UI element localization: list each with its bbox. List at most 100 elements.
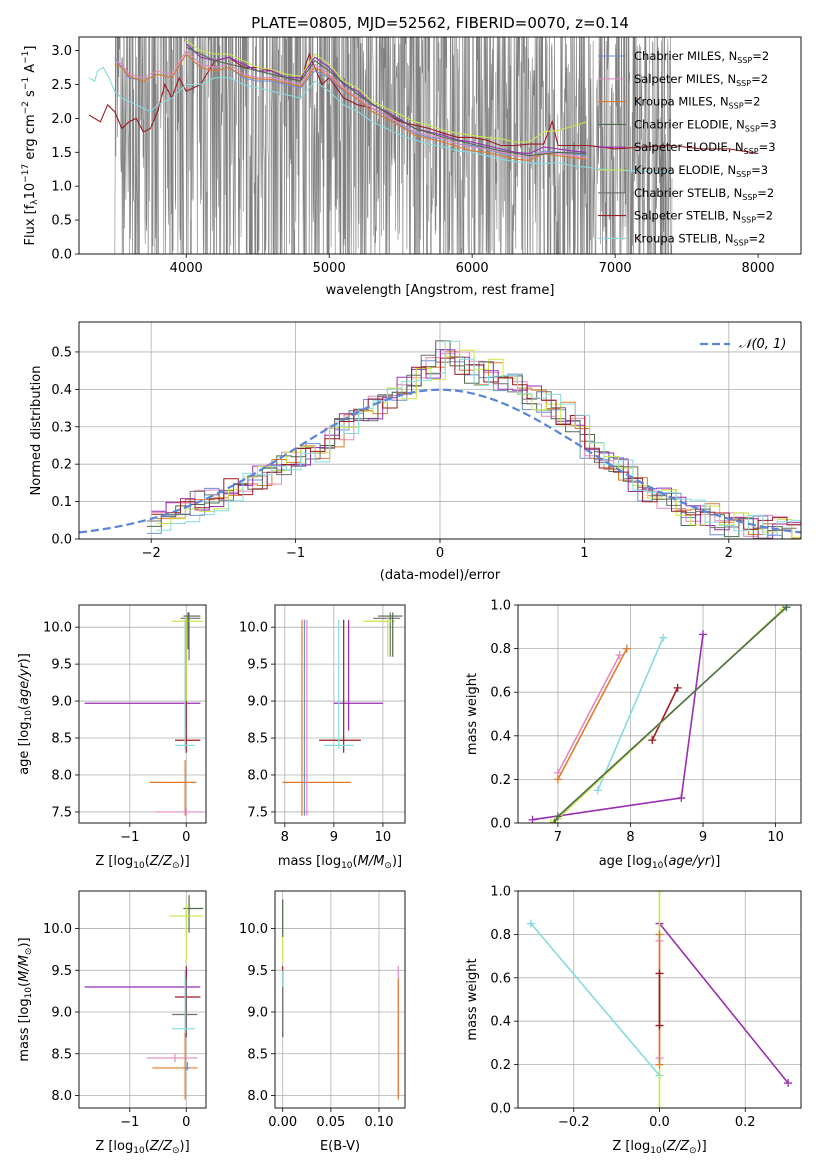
x-tick-label: 4000: [170, 261, 203, 276]
legend-entry: Salpeter ELODIE, NSSP=3: [634, 140, 776, 156]
errorbar-point: [185, 1062, 190, 1071]
x-tick-label: 10: [767, 830, 784, 845]
x-tick-label: 2: [725, 546, 733, 561]
label-part: 10: [652, 861, 664, 871]
weight-line: [557, 648, 628, 780]
legend-sub: SSP: [736, 79, 751, 88]
legend-entry: Salpeter MILES, NSSP=2: [634, 72, 768, 88]
legend-entry: Chabrier ELODIE, NSSP=3: [634, 117, 777, 133]
legend-text: Salpeter MILES, N: [634, 72, 736, 86]
label-part: A: [23, 64, 38, 77]
errorbar-point: [303, 619, 306, 816]
y-tick-label: 2.0: [51, 112, 72, 127]
label-part: M/M: [358, 854, 385, 869]
y-tick-label: 8.5: [247, 732, 268, 747]
axis-label: mass [log10(M/M⊙)]: [278, 854, 402, 871]
y-tick-label: 0.0: [490, 817, 511, 832]
legend-sub: SSP: [745, 124, 760, 133]
plus-marker: [546, 819, 555, 823]
errorbar-point: [84, 619, 201, 731]
label-part: (: [17, 705, 32, 710]
x-tick-label: 0.2: [735, 1115, 756, 1130]
weight-line: [651, 687, 679, 741]
errorbar-point: [84, 970, 201, 1013]
plus-marker: [677, 793, 686, 802]
y-tick-label: 8.0: [247, 768, 268, 783]
y-tick-label: 0.4: [490, 1015, 511, 1030]
x-axis-label: wavelength [Angstrom, rest frame]: [326, 283, 555, 298]
x-tick-label: 0.00: [268, 1115, 297, 1130]
label-part: 10: [341, 861, 353, 871]
histogram-step-line: [156, 340, 801, 535]
x-axis-label: (data-model)/error: [380, 568, 501, 583]
y-tick-label: 0.2: [51, 458, 72, 473]
model-line-chabrier-elodie: [185, 46, 587, 157]
histogram-step-line: [146, 354, 797, 539]
legend-suffix: =2: [756, 209, 773, 223]
y-axis-label: mass weight: [465, 673, 480, 755]
axes-frame: [78, 890, 207, 1109]
label-part: mass [log: [17, 998, 32, 1061]
plus-marker: [593, 786, 602, 795]
z-mass-chart: −1 08.08.59.09.510.0Z [log10(Z/Z⊙)]mass […: [17, 890, 207, 1156]
errorbar-point: [333, 619, 383, 731]
label-part: λ: [30, 199, 40, 205]
legend-suffix: =3: [759, 140, 776, 154]
label-part: −1: [21, 51, 31, 64]
x-tick-label: 9: [330, 830, 338, 845]
y-tick-label: 0.1: [51, 495, 72, 510]
y-tick-label: 0.6: [490, 686, 511, 701]
plus-marker: [655, 1060, 664, 1069]
plus-marker: [673, 683, 682, 692]
errorbar-point: [324, 619, 354, 750]
plus-marker: [655, 969, 664, 978]
label-part: age [log: [599, 854, 652, 869]
y-tick-label: 0.0: [51, 533, 72, 548]
chart-title: PLATE=0805, MJD=52562, FIBERID=0070, z=0…: [251, 14, 629, 32]
errorbar-point: [174, 966, 201, 1038]
x-tick-label: 0.05: [316, 1115, 345, 1130]
x-tick-label: −1: [120, 1115, 139, 1130]
spectrum-data: [88, 37, 759, 254]
x-tick-label: 0.0: [649, 1115, 670, 1130]
label-part: Z/Z: [149, 854, 173, 869]
legend-entry: Salpeter STELIB, NSSP=2: [634, 209, 773, 225]
y-tick-label: 10.0: [43, 922, 72, 937]
legend-suffix: =3: [751, 163, 768, 177]
plus-marker: [526, 919, 535, 928]
legend-suffix: =3: [760, 117, 777, 131]
label-part: (: [145, 1139, 150, 1154]
legend-text: Kroupa MILES, N: [634, 95, 729, 109]
y-tick-label: 9.0: [247, 695, 268, 710]
y-tick-label: 8.0: [51, 768, 72, 783]
gaussian-curve: [79, 388, 801, 534]
label-part: 10: [24, 710, 34, 722]
ebv-mass-data: [282, 899, 399, 1100]
z-weight-data: [526, 891, 793, 1108]
label-part: )]: [180, 854, 190, 869]
y-tick-label: 0.6: [490, 971, 511, 986]
axis-label: mass [log10(M/M⊙)]: [17, 937, 34, 1061]
label-part: )]: [710, 854, 720, 869]
y-tick-label: 9.5: [247, 658, 268, 673]
plus-marker: [528, 815, 537, 823]
plus-marker: [553, 775, 562, 784]
legend-text: Chabrier MILES, N: [634, 49, 737, 63]
y-tick-label: 0.0: [51, 248, 72, 263]
y-tick-label: 8.0: [247, 1089, 268, 1104]
legend-sub: SSP: [736, 170, 751, 179]
axes-frame: [78, 321, 802, 540]
legend-suffix: =2: [751, 72, 768, 86]
x-tick-label: 0.10: [365, 1115, 394, 1130]
legend-entry: Kroupa STELIB, NSSP=2: [634, 231, 765, 247]
label-part: (: [145, 854, 150, 869]
legend-text: Chabrier STELIB, N: [634, 186, 742, 200]
errorbar-point: [172, 970, 195, 1033]
label-part: ⊙: [24, 948, 34, 956]
spectrum-chart: 4000 5000 6000 7000 8000 0.0 0.5 1.0 1.5 2.0 2.5 3.…: [21, 14, 802, 298]
axis-label: Z [log10(Z/Z⊙)]: [612, 1139, 706, 1156]
plus-marker: [655, 930, 664, 939]
axis-label: age [log10(age/yr)]: [17, 653, 34, 775]
y-tick-label: 0.3: [51, 420, 72, 435]
legend-entry: 𝒩(0, 1): [739, 337, 786, 352]
